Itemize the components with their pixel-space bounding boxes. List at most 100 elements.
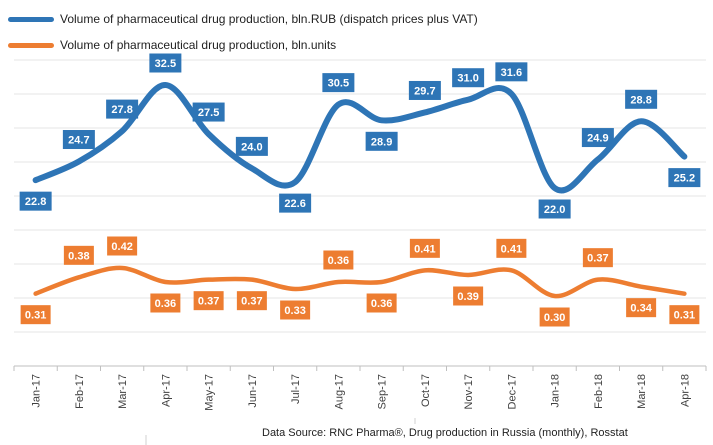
data-label-box (409, 238, 440, 258)
x-tick-label: Jun-17 (247, 374, 259, 408)
series-line-rub (32, 82, 688, 194)
data-label-box (582, 248, 613, 268)
legend-label-rub: Volume of pharmaceutical drug production… (60, 12, 478, 26)
data-label-text: 0.41 (414, 243, 435, 255)
data-label-text: 0.38 (68, 250, 89, 262)
data-label-rub: 22.0 (538, 199, 571, 219)
data-label-box (193, 291, 224, 311)
data-label-rub: 24.9 (581, 128, 614, 148)
data-label-box (626, 298, 657, 318)
data-label-box (366, 293, 397, 313)
x-tick-label: Aug-17 (333, 374, 345, 409)
data-label-rub: 29.7 (408, 80, 441, 100)
data-label-units: 0.36 (323, 250, 354, 270)
data-label-box (280, 300, 311, 320)
data-label-rub: 28.8 (625, 89, 658, 109)
data-label-text: 32.5 (155, 58, 176, 70)
data-label-rub: 27.5 (192, 102, 225, 122)
data-label-units: 0.37 (582, 248, 613, 268)
data-label-text: 31.0 (457, 73, 478, 85)
data-label-text: 0.31 (25, 310, 46, 322)
data-label-box (107, 236, 138, 256)
data-label-box (279, 193, 312, 213)
data-label-units: 0.38 (63, 245, 94, 265)
data-label-text: 0.36 (155, 298, 176, 310)
data-label-box (192, 102, 225, 122)
data-label-box (323, 250, 354, 270)
data-label-box (20, 305, 51, 325)
data-label-rub: 31.0 (452, 68, 485, 88)
data-label-text: 30.5 (328, 78, 349, 90)
data-label-text: 0.37 (198, 296, 219, 308)
data-label-box (62, 130, 95, 150)
data-label-units: 0.31 (20, 305, 51, 325)
data-label-rub: 24.0 (235, 136, 268, 156)
x-tick-label: Feb-18 (593, 374, 605, 409)
data-label-text: 0.30 (544, 312, 565, 324)
data-label-box (19, 191, 52, 211)
data-label-units: 0.39 (453, 286, 484, 306)
data-label-rub: 32.5 (149, 53, 182, 73)
data-label-box (236, 291, 267, 311)
x-tick-label: Mar-17 (117, 374, 129, 409)
data-label-text: 0.31 (674, 310, 695, 322)
data-label-units: 0.37 (236, 291, 267, 311)
data-label-text: 0.36 (371, 298, 392, 310)
data-label-text: 0.41 (501, 243, 522, 255)
data-label-rub: 28.9 (365, 131, 398, 151)
data-label-text: 22.8 (25, 196, 46, 208)
legend: Volume of pharmaceutical drug production… (8, 6, 478, 58)
data-label-text: 28.8 (630, 94, 651, 106)
data-label-text: 22.0 (544, 204, 565, 216)
data-label-box (496, 238, 527, 258)
data-label-units: 0.31 (669, 305, 700, 325)
x-tick-label: Apr-18 (679, 374, 691, 407)
data-label-box (235, 136, 268, 156)
data-label-units: 0.36 (366, 293, 397, 313)
data-label-rub: 31.6 (495, 62, 528, 82)
legend-item-units: Volume of pharmaceutical drug production… (8, 32, 478, 58)
data-label-text: 25.2 (674, 173, 695, 185)
data-label-box (495, 62, 528, 82)
data-label-text: 31.6 (501, 67, 522, 79)
data-label-units: 0.41 (496, 238, 527, 258)
series-line-units (33, 265, 687, 299)
data-label-units: 0.36 (150, 293, 181, 313)
data-label-rub: 24.7 (62, 130, 95, 150)
data-label-box (408, 80, 441, 100)
data-label-box (452, 68, 485, 88)
data-label-text: 0.33 (284, 305, 305, 317)
data-label-box (149, 53, 182, 73)
data-label-box (538, 199, 571, 219)
x-tick-label: Jan-18 (550, 374, 562, 408)
data-label-rub: 30.5 (322, 73, 355, 93)
data-label-box (365, 131, 398, 151)
data-label-units: 0.33 (280, 300, 311, 320)
data-source-note: Data Source: RNC Pharma®, Drug productio… (262, 427, 628, 439)
data-label-box (539, 307, 570, 327)
x-tick-label: Mar-18 (636, 374, 648, 409)
x-tick-label: Apr-17 (160, 374, 172, 407)
data-label-units: 0.41 (409, 238, 440, 258)
data-label-text: 29.7 (414, 85, 435, 97)
data-label-text: 24.9 (587, 133, 608, 145)
x-tick-label: May-17 (204, 374, 216, 411)
data-label-text: 24.7 (68, 135, 89, 147)
data-label-text: 0.34 (630, 303, 652, 315)
data-label-text: 0.42 (111, 241, 132, 253)
x-tick-label: Feb-17 (74, 374, 86, 409)
data-label-text: 27.5 (198, 107, 219, 119)
x-tick-label: Nov-17 (463, 374, 475, 409)
data-label-rub: 22.6 (279, 193, 312, 213)
data-label-text: 0.39 (457, 291, 478, 303)
data-label-units: 0.34 (626, 298, 657, 318)
data-label-units: 0.42 (107, 236, 138, 256)
legend-item-rub: Volume of pharmaceutical drug production… (8, 6, 478, 32)
data-label-rub: 27.8 (106, 99, 139, 119)
data-label-rub: 25.2 (668, 168, 701, 188)
x-tick-label: Jul-17 (290, 374, 302, 404)
x-tick-label: Oct-17 (420, 374, 432, 407)
x-tick-label: Dec-17 (506, 374, 518, 409)
data-label-text: 28.9 (371, 136, 392, 148)
